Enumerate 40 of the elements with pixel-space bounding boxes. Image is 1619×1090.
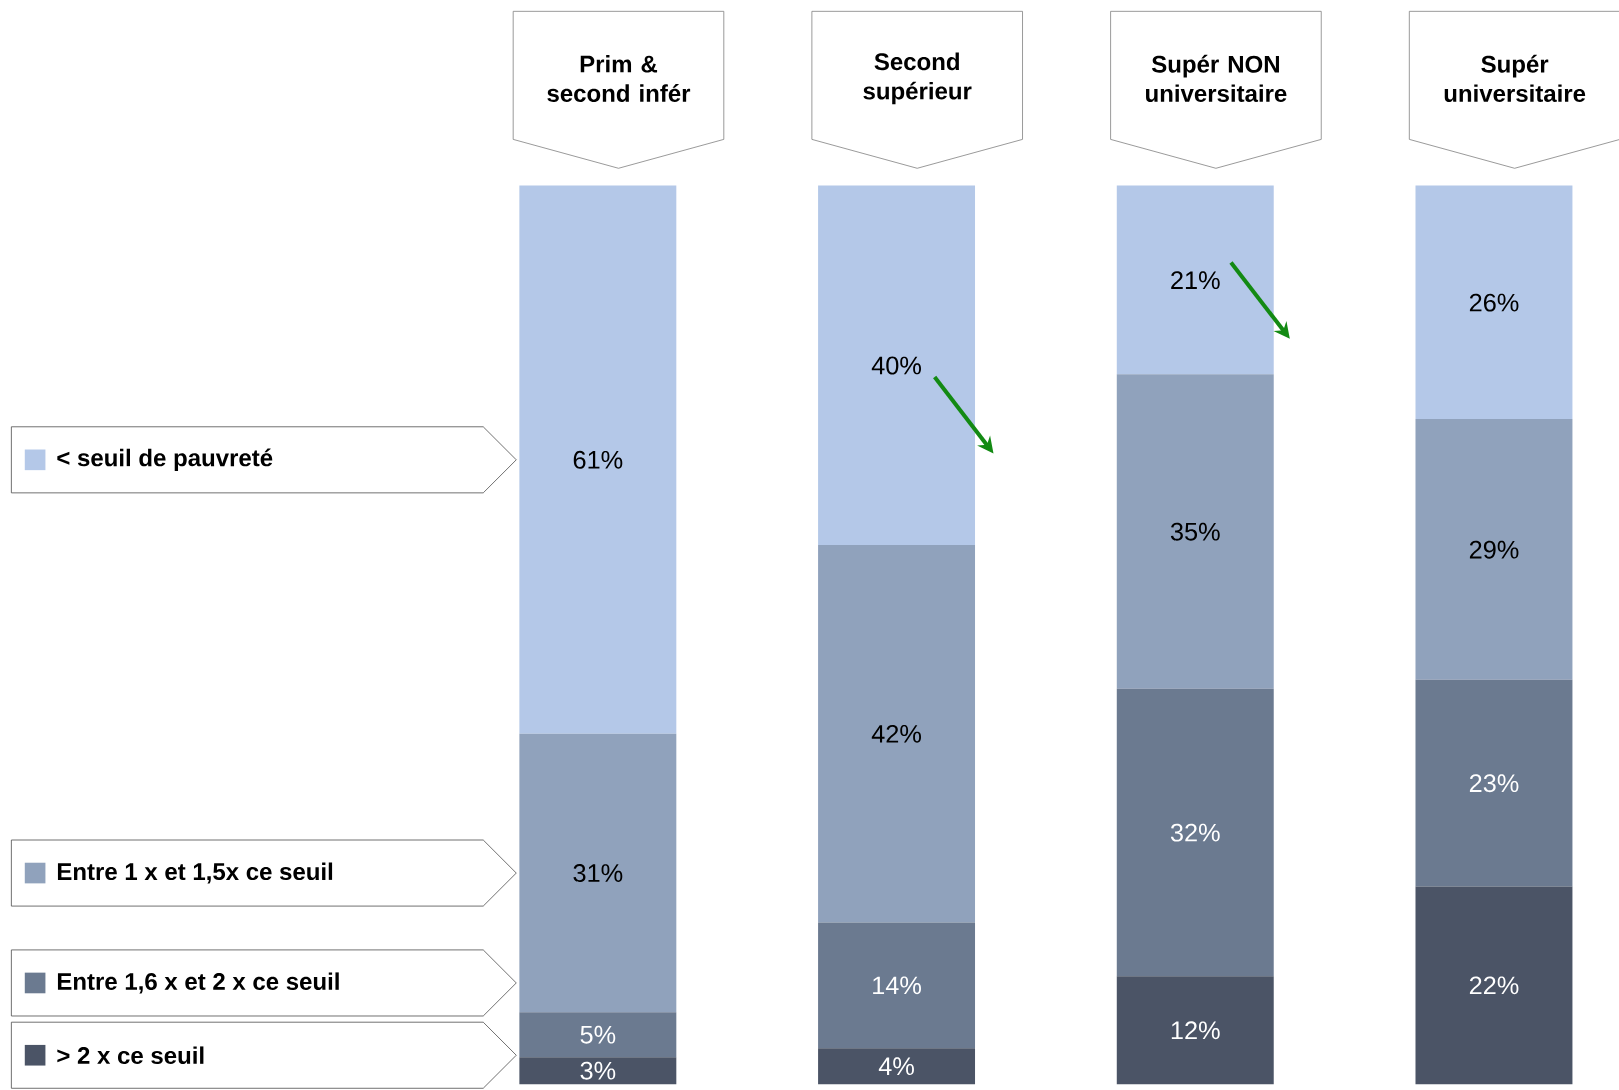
data-label: 22% xyxy=(1469,976,1519,995)
bar xyxy=(1415,886,1573,1084)
bar xyxy=(1415,185,1573,419)
data-label: 61% xyxy=(573,450,623,469)
data-label: 21% xyxy=(1171,271,1220,289)
bar xyxy=(1116,185,1274,375)
data-label: 14% xyxy=(873,976,921,995)
bar xyxy=(818,185,976,545)
bar xyxy=(519,1012,677,1058)
data-label: 31% xyxy=(573,863,623,882)
bar xyxy=(818,544,976,923)
x-tick-label: Prim & second infér xyxy=(547,54,691,102)
bar xyxy=(818,922,976,1049)
legend-label: > 2 x ce seuil xyxy=(57,1046,204,1064)
bar xyxy=(818,1048,976,1084)
data-label: 40% xyxy=(871,356,921,375)
data-label: 42% xyxy=(871,724,921,743)
data-label: 23% xyxy=(1469,774,1519,793)
x-tick-label: Supér NON universitaire xyxy=(1146,54,1287,102)
data-label: 32% xyxy=(1170,823,1220,842)
bar xyxy=(519,733,677,1013)
bar xyxy=(1415,679,1573,887)
legend-label: < seuil de pauvreté xyxy=(57,448,273,471)
data-label: 5% xyxy=(580,1025,616,1044)
data-label: 3% xyxy=(580,1061,616,1080)
bar xyxy=(1415,418,1573,680)
legend-label: Entre 1 x et 1,5x ce seuil xyxy=(57,862,333,884)
bar xyxy=(1116,976,1274,1084)
data-label: 12% xyxy=(1171,1021,1220,1039)
data-label: 29% xyxy=(1469,540,1519,559)
bar xyxy=(519,1057,677,1084)
bar xyxy=(1116,374,1274,689)
x-tick-label: Second supérieur xyxy=(863,52,972,105)
data-label: 35% xyxy=(1170,522,1220,541)
legend-label: Entre 1,6 x et 2 x ce seuil xyxy=(57,972,339,994)
x-tick-label: Supér universitaire xyxy=(1444,54,1586,102)
data-label: 4% xyxy=(878,1057,914,1075)
data-label: 26% xyxy=(1469,293,1519,312)
bar xyxy=(1116,688,1274,977)
bar xyxy=(519,185,677,734)
